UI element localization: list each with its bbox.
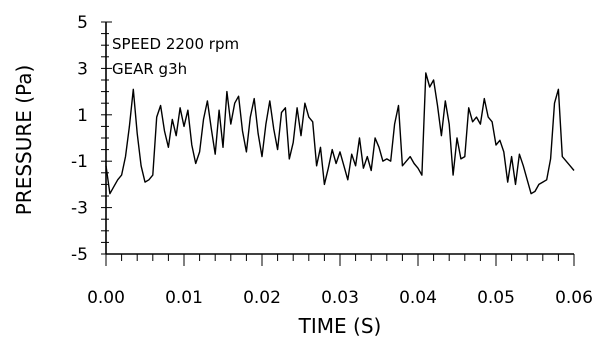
x-tick-label: 0.00 — [87, 288, 125, 308]
x-tick-label: 0.06 — [555, 288, 593, 308]
ticks — [101, 21, 575, 266]
y-tick-label: -1 — [71, 152, 88, 172]
x-tick-label: 0.05 — [477, 288, 515, 308]
x-tick-label: 0.02 — [243, 288, 281, 308]
y-tick-label: -5 — [71, 245, 88, 265]
x-tick-label: 0.01 — [165, 288, 203, 308]
x-tick-label: 0.04 — [399, 288, 437, 308]
y-tick-label: 5 — [77, 13, 88, 33]
y-tick-label: -3 — [71, 199, 88, 219]
x-axis-label: TIME (S) — [298, 314, 382, 338]
y-axis-label: PRESSURE (Pa) — [12, 65, 36, 216]
annotation-speed: SPEED 2200 rpm — [112, 35, 239, 53]
axes — [105, 22, 574, 255]
annotation-gear: GEAR g3h — [112, 60, 187, 78]
x-tick-label: 0.03 — [321, 288, 359, 308]
y-tick-label: 1 — [77, 106, 88, 126]
y-tick-label: 3 — [77, 59, 88, 79]
y-tick-labels: 5 3 1 -1 -3 -5 — [71, 13, 88, 265]
x-tick-labels: 0.00 0.01 0.02 0.03 0.04 0.05 0.06 — [87, 288, 593, 308]
series-line-pressure — [105, 72, 575, 195]
